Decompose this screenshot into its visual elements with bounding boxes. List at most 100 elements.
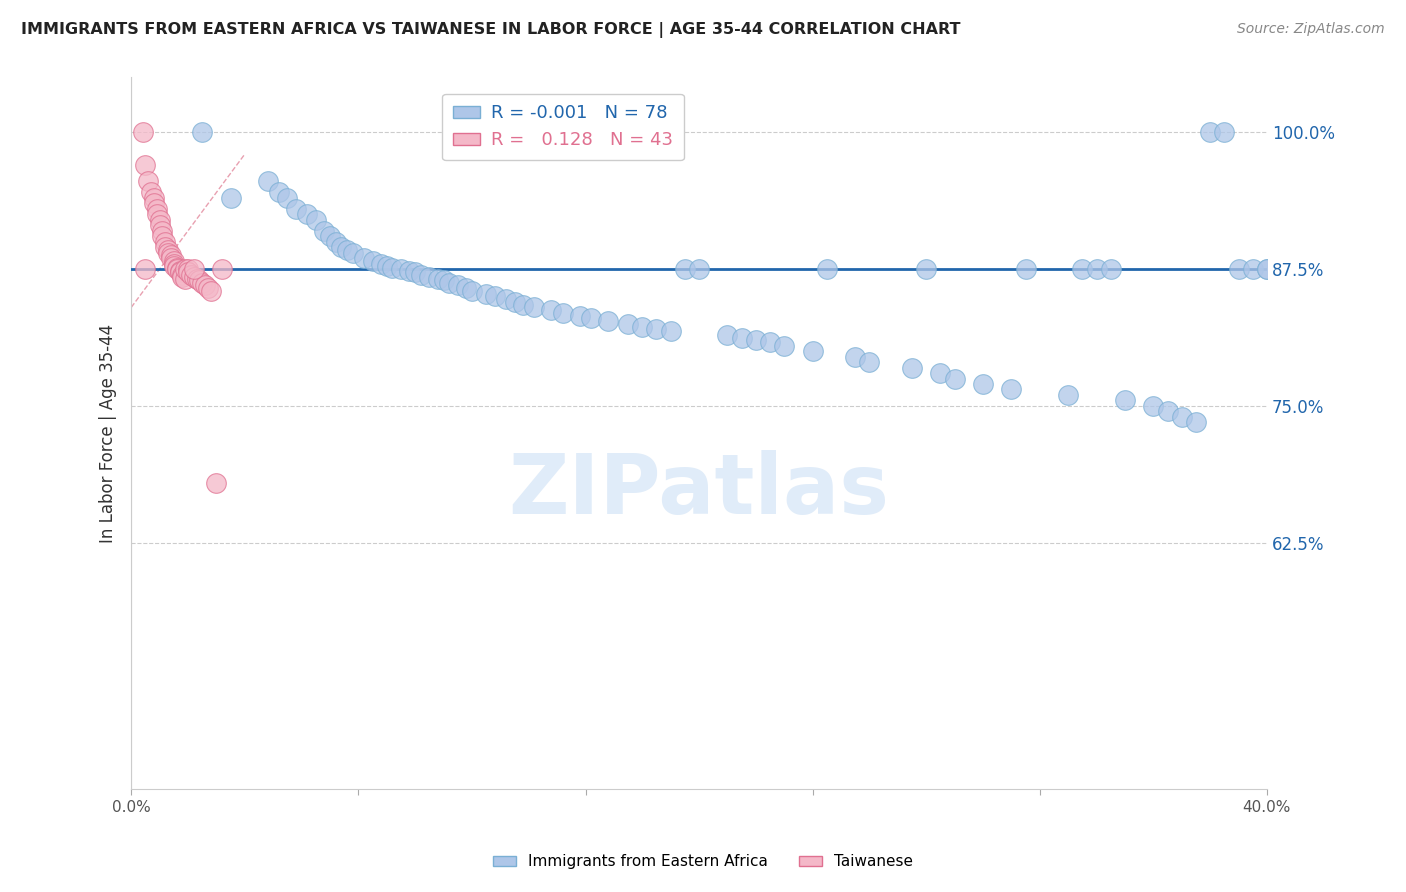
Point — [284, 202, 307, 216]
Point — [1071, 262, 1094, 277]
Point — [163, 256, 186, 270]
Point — [160, 251, 183, 265]
Point — [475, 287, 498, 301]
Point — [1213, 125, 1236, 139]
Y-axis label: In Labor Force | Age 35-44: In Labor Force | Age 35-44 — [100, 324, 117, 543]
Point — [617, 317, 640, 331]
Point — [716, 327, 738, 342]
Point — [1057, 388, 1080, 402]
Point — [155, 240, 177, 254]
Point — [659, 325, 682, 339]
Point — [540, 302, 562, 317]
Point — [200, 284, 222, 298]
Point — [426, 272, 449, 286]
Point — [183, 262, 205, 277]
Point — [152, 229, 174, 244]
Point — [439, 277, 461, 291]
Point — [194, 278, 217, 293]
Point — [568, 309, 591, 323]
Point — [131, 125, 153, 139]
Point — [276, 191, 298, 205]
Point — [136, 174, 159, 188]
Point — [314, 224, 336, 238]
Point — [166, 260, 188, 275]
Point — [381, 260, 404, 275]
Point — [361, 254, 384, 268]
Point — [177, 262, 200, 277]
Point — [330, 240, 353, 254]
Point — [370, 256, 392, 270]
Point — [673, 262, 696, 277]
Point — [149, 219, 172, 233]
Point — [305, 212, 328, 227]
Point — [205, 475, 228, 490]
Point — [211, 262, 233, 277]
Point — [149, 212, 172, 227]
Point — [484, 289, 506, 303]
Point — [1256, 262, 1278, 277]
Point — [139, 186, 162, 200]
Point — [1142, 399, 1164, 413]
Point — [579, 311, 602, 326]
Point — [183, 269, 205, 284]
Point — [1185, 415, 1208, 429]
Point — [169, 264, 191, 278]
Point — [1156, 404, 1178, 418]
Point — [1199, 125, 1222, 139]
Point — [759, 335, 782, 350]
Point — [353, 251, 375, 265]
Point — [267, 186, 290, 200]
Point — [503, 294, 526, 309]
Point — [157, 244, 180, 258]
Point — [512, 298, 534, 312]
Point — [336, 244, 359, 258]
Point — [598, 313, 620, 327]
Point — [191, 125, 214, 139]
Point — [551, 306, 574, 320]
Point — [389, 262, 412, 277]
Point — [256, 174, 278, 188]
Text: Source: ZipAtlas.com: Source: ZipAtlas.com — [1237, 22, 1385, 37]
Point — [844, 350, 866, 364]
Point — [523, 301, 546, 315]
Point — [157, 245, 180, 260]
Point — [180, 268, 202, 282]
Point — [418, 269, 440, 284]
Point — [745, 333, 768, 347]
Point — [1227, 262, 1250, 277]
Legend: Immigrants from Eastern Africa, Taiwanese: Immigrants from Eastern Africa, Taiwanes… — [486, 848, 920, 875]
Point — [688, 262, 710, 277]
Point — [172, 268, 194, 282]
Point — [152, 224, 174, 238]
Point — [631, 320, 654, 334]
Point — [146, 207, 169, 221]
Point — [1014, 262, 1036, 277]
Point — [1170, 409, 1192, 424]
Point — [188, 273, 211, 287]
Point — [325, 235, 347, 249]
Text: ZIPatlas: ZIPatlas — [509, 450, 890, 531]
Point — [1241, 262, 1264, 277]
Point — [432, 273, 454, 287]
Point — [972, 377, 994, 392]
Point — [134, 158, 156, 172]
Point — [1114, 393, 1136, 408]
Legend: R = -0.001   N = 78, R =   0.128   N = 43: R = -0.001 N = 78, R = 0.128 N = 43 — [441, 94, 683, 161]
Point — [146, 202, 169, 216]
Point — [645, 322, 668, 336]
Point — [160, 248, 183, 262]
Point — [1256, 262, 1278, 277]
Point — [929, 366, 952, 380]
Point — [197, 280, 219, 294]
Point — [375, 259, 398, 273]
Point — [398, 264, 420, 278]
Point — [773, 339, 796, 353]
Point — [319, 229, 342, 244]
Point — [163, 254, 186, 268]
Point — [143, 191, 166, 205]
Point — [730, 331, 752, 345]
Point — [186, 272, 208, 286]
Point — [174, 272, 197, 286]
Point — [915, 262, 938, 277]
Point — [1000, 383, 1022, 397]
